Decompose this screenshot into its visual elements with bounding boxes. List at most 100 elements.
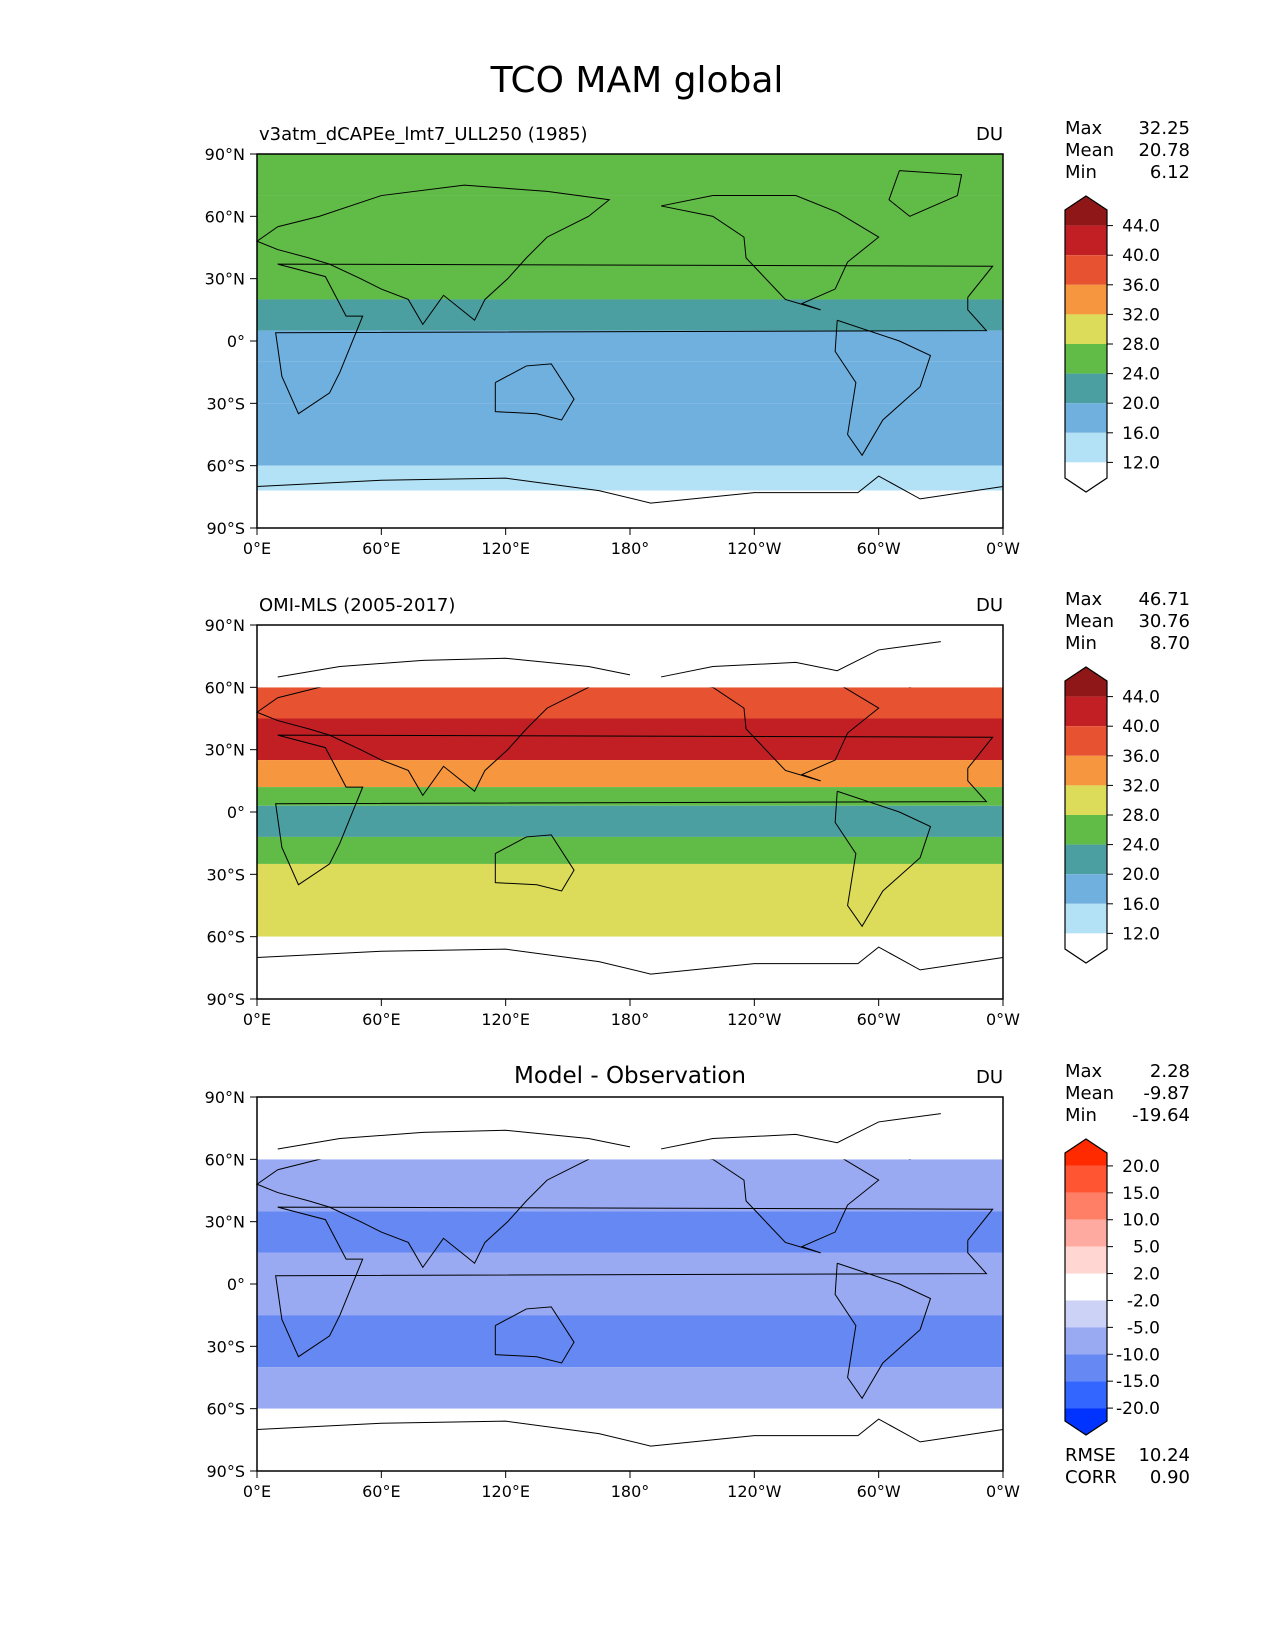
stat-value: 20.78 <box>1138 140 1190 161</box>
colorbar-tick-label: -5.0 <box>1127 1318 1160 1338</box>
panel-title-left: OMI-MLS (2005-2017) <box>259 595 455 616</box>
field-band <box>257 787 1003 806</box>
colorbar-tick-label: 16.0 <box>1122 424 1160 444</box>
colorbar-bin <box>1065 1165 1107 1193</box>
x-tick-label: 120°E <box>481 1482 530 1501</box>
no-data-mask <box>257 1097 1003 1160</box>
map-field <box>257 154 1003 528</box>
x-tick-label: 120°W <box>727 1482 782 1501</box>
x-tick-label: 0°W <box>986 539 1020 558</box>
colorbar-bin <box>1065 1300 1107 1328</box>
colorbar-tick-label: 36.0 <box>1122 276 1160 296</box>
stat-label: Mean <box>1065 140 1114 161</box>
field-band <box>257 687 1003 719</box>
x-tick-label: 0°E <box>243 539 271 558</box>
y-tick-label: 90°S <box>206 1462 245 1481</box>
colorbar-outline <box>1064 1138 1108 1436</box>
x-tick-label: 0°E <box>243 1482 271 1501</box>
coastline <box>255 184 611 326</box>
y-tick-label: 30°S <box>206 394 245 413</box>
field-band <box>257 718 1003 761</box>
stat-value: 8.70 <box>1150 633 1190 654</box>
colorbar-tick-label: 40.0 <box>1122 246 1160 266</box>
coastline <box>256 475 1004 504</box>
colorbar-bin <box>1065 903 1107 934</box>
coastline <box>834 319 932 457</box>
colorbar-tick-label: 12.0 <box>1122 924 1160 944</box>
colorbar-bin <box>1065 1354 1107 1382</box>
colorbar-bin <box>1065 314 1107 344</box>
colorbar-outline <box>1064 195 1108 493</box>
y-tick-label: 0° <box>227 332 245 351</box>
field-band <box>257 247 1003 300</box>
colorbar-tick-label: 28.0 <box>1122 335 1160 355</box>
colorbar-bin <box>1065 225 1107 256</box>
colorbar-bin <box>1065 1381 1107 1409</box>
colorbar-extend-min <box>1065 1408 1107 1435</box>
y-tick-label: 90°N <box>205 616 245 635</box>
stat-label: Min <box>1065 633 1097 654</box>
colorbar-bin <box>1065 1219 1107 1247</box>
coastlines <box>255 170 1004 504</box>
colorbar-tick-label: -20.0 <box>1116 1399 1160 1419</box>
y-tick-label: 30°S <box>206 865 245 884</box>
panel-units: DU <box>976 595 1003 616</box>
colorbar-bin <box>1065 755 1107 786</box>
y-tick-label: 90°N <box>205 1088 245 1107</box>
no-data-mask <box>257 1408 1003 1471</box>
coastline <box>277 1129 631 1150</box>
colorbar-bin <box>1065 1192 1107 1220</box>
field-band <box>257 403 1003 466</box>
colorbar-tick-label: 44.0 <box>1122 688 1160 708</box>
colorbar-bin <box>1065 255 1107 285</box>
field-band <box>257 154 1003 196</box>
stat-value: 32.25 <box>1138 118 1190 139</box>
y-tick-label: 0° <box>227 1275 245 1294</box>
stat-value: 46.71 <box>1138 589 1190 610</box>
colorbar-bin <box>1065 726 1107 756</box>
colorbar-tick-label: -10.0 <box>1116 1345 1160 1365</box>
coastline <box>660 641 941 678</box>
colorbar-bin <box>1065 696 1107 727</box>
colorbar-bin <box>1065 1246 1107 1274</box>
field-band <box>257 1211 1003 1253</box>
colorbar-tick-label: 20.0 <box>1122 1157 1160 1177</box>
x-tick-label: 120°W <box>727 539 782 558</box>
field-band <box>257 1367 1003 1409</box>
no-data-mask <box>257 936 1003 999</box>
panel-title-center: Model - Observation <box>514 1063 746 1089</box>
colorbar-tick-label: 5.0 <box>1133 1238 1160 1258</box>
stat-label: Mean <box>1065 611 1114 632</box>
colorbar-tick-label: 10.0 <box>1122 1211 1160 1231</box>
stat-label: Min <box>1065 1105 1097 1126</box>
stat-value: -19.64 <box>1132 1105 1190 1126</box>
colorbar-tick-label: 20.0 <box>1122 865 1160 885</box>
stat-label: Min <box>1065 162 1097 183</box>
figure-title: TCO MAM global <box>490 60 784 101</box>
panel-title-left: v3atm_dCAPEe_lmt7_ULL250 (1985) <box>259 124 588 145</box>
field-band <box>257 490 1003 528</box>
x-tick-label: 60°W <box>857 1010 901 1029</box>
x-tick-label: 120°E <box>481 1010 530 1029</box>
colorbar-tick-label: 15.0 <box>1122 1184 1160 1204</box>
panel-difference: 90°N 60°N 30°N 0° 30°S 60°S 90°S0°E 60°E 120°E 18… <box>205 1061 1190 1501</box>
stat-value: 30.76 <box>1138 611 1190 632</box>
colorbar-tick-label: 28.0 <box>1122 806 1160 826</box>
colorbar-bin <box>1065 815 1107 845</box>
x-tick-label: 180° <box>611 1482 650 1501</box>
colorbar-bin <box>1065 373 1107 404</box>
coastline <box>494 834 575 892</box>
map-field <box>257 1159 1003 1409</box>
colorbar-tick-label: -15.0 <box>1116 1372 1160 1392</box>
coastline <box>834 790 932 928</box>
colorbar-tick-label: 16.0 <box>1122 895 1160 915</box>
footer-value: 10.24 <box>1138 1445 1190 1466</box>
coastline <box>494 1306 575 1364</box>
colorbar-outline <box>1064 666 1108 964</box>
x-tick-label: 60°W <box>857 1482 901 1501</box>
stat-label: Mean <box>1065 1083 1114 1104</box>
colorbar-tick-label: 20.0 <box>1122 394 1160 414</box>
colorbar-tick-label: 36.0 <box>1122 747 1160 767</box>
panel-units: DU <box>976 124 1003 145</box>
